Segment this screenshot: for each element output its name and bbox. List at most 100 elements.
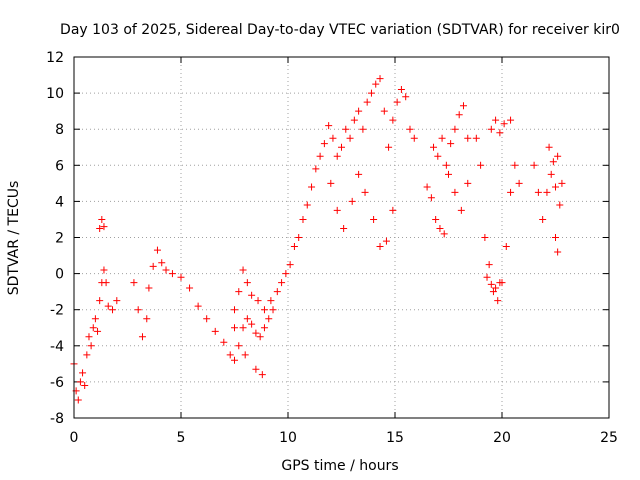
data-segment [231,266,275,314]
data-point [316,152,324,160]
y-tick-label: -8 [50,411,64,427]
x-tick-label: 5 [177,430,186,446]
data-point [104,302,112,310]
data-point [552,183,559,191]
x-tick-label: 15 [386,430,404,446]
data-point [511,161,519,169]
data-point [109,306,117,314]
grid-lines [74,57,609,418]
data-point [158,259,166,267]
data-point [451,188,459,196]
data-point [427,194,435,202]
data-point [96,224,104,232]
data-segment [487,116,515,137]
data-point [402,93,410,101]
data-point [254,297,262,305]
y-tick-label: -2 [50,303,64,319]
data-point [549,158,557,166]
x-axis-label: GPS time / hours [281,458,398,474]
data-point [325,122,333,130]
data-point [74,396,82,404]
data-point [515,179,523,187]
data-point [487,280,495,288]
y-tick-label: 6 [55,158,64,174]
data-segment [472,134,523,305]
data-point [361,188,369,196]
data-point [89,324,97,332]
data-point [545,143,553,151]
data-point [113,297,121,305]
x-tick-label: 0 [70,430,79,446]
data-point [496,279,504,287]
data-point [438,134,446,142]
data-point [489,288,497,296]
data-point [143,315,151,323]
data-point [100,266,108,274]
data-point [410,134,418,142]
data-point [554,248,562,256]
data-point [445,170,452,178]
data-point [389,206,397,214]
data-point [295,234,303,241]
data-segment [231,324,266,379]
data-point [168,270,176,278]
data-point [382,237,390,245]
data-point [534,188,542,196]
data-point [554,152,562,160]
chart-title: Day 103 of 2025, Sidereal Day-to-day VTE… [60,22,620,38]
data-point [447,140,455,148]
data-point [149,262,157,270]
data-segment [545,143,562,166]
data-point [177,273,185,281]
data-point [153,246,161,254]
data-point [496,129,504,137]
data-segment [130,75,418,364]
data-point [487,125,495,133]
data-point [138,333,146,341]
data-point [547,170,555,178]
data-point [235,342,243,350]
data-point [243,279,251,287]
data-point [436,224,444,232]
data-point [376,75,384,83]
data-point [260,324,268,332]
data-point [385,143,393,151]
data-point [556,201,564,209]
data-point [290,243,298,251]
data-segment [483,273,504,292]
data-point [81,382,89,390]
data-point [457,206,465,214]
data-point [376,243,384,251]
data-point [552,234,559,241]
data-point [507,188,515,196]
data-point [430,143,438,151]
data-point [340,224,348,232]
data-point [483,273,491,281]
data-point [543,188,551,196]
y-tick-label: 0 [55,267,64,283]
data-point [440,230,448,238]
data-segment [96,215,108,232]
data-point [239,324,247,332]
data-point [327,179,335,187]
data-point [333,152,341,160]
data-point [502,243,510,251]
plot-frame [73,56,610,419]
data-point [239,266,247,274]
data-point [346,134,354,142]
data-point [241,351,249,359]
data-point [367,89,375,97]
data-point [507,116,515,124]
data-point [492,116,500,124]
data-point [312,165,320,173]
data-point [248,291,256,299]
data-point [194,302,202,310]
data-point [451,125,459,133]
data-point [186,284,194,292]
data-point [211,327,219,335]
data-segment [423,183,448,238]
data-point [372,80,380,88]
data-point [492,284,500,292]
data-point [248,320,256,328]
data-point [94,327,102,335]
